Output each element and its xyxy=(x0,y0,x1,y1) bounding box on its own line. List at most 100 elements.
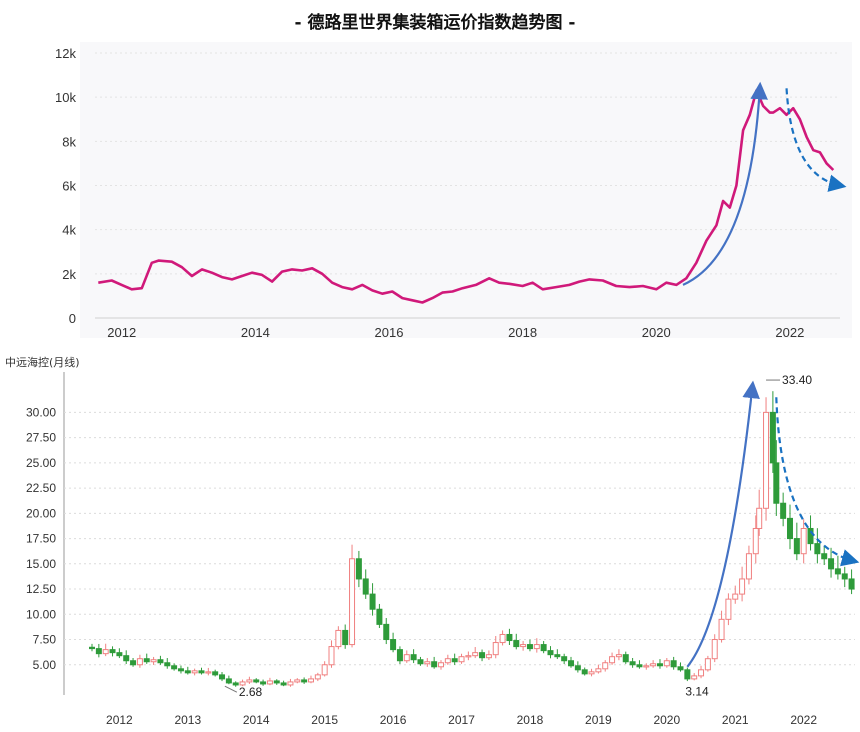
candle-body xyxy=(123,655,130,662)
candle-body xyxy=(807,527,814,545)
candle-body xyxy=(725,598,732,620)
candle-body xyxy=(417,659,424,665)
top-x-tick-label: 2016 xyxy=(375,325,404,340)
candle-body xyxy=(266,680,273,685)
candle-body xyxy=(150,659,157,663)
top-trend-arrow-dashed xyxy=(785,88,847,192)
candle-body xyxy=(704,658,711,671)
candle-body xyxy=(568,660,575,667)
candle-body xyxy=(540,644,547,652)
candle-body xyxy=(814,543,821,555)
bottom-y-tick-label: 30.00 xyxy=(26,405,56,419)
top-series-line xyxy=(98,89,835,304)
candle-body xyxy=(246,679,253,683)
candle-body xyxy=(800,527,807,555)
candle-body xyxy=(769,411,776,464)
bottom-chart-trend-arrows xyxy=(686,380,860,668)
candle-body xyxy=(465,655,472,658)
candle-body xyxy=(670,660,677,668)
candle-body xyxy=(307,678,314,683)
candle-body xyxy=(828,558,835,570)
top-chart-grid: 0 2k 4k 6k 8k 10k 12k 2012 2014 2016 2018 2020 2022 xyxy=(55,46,840,340)
candle-body xyxy=(684,669,691,680)
top-x-tick-label: 2020 xyxy=(642,325,671,340)
candle-body xyxy=(287,681,294,686)
bottom-chart-title: 中远海控(月线) xyxy=(5,355,80,369)
candle-body xyxy=(615,654,622,658)
candle-body xyxy=(513,640,520,648)
candle-body xyxy=(376,608,383,625)
candle-body xyxy=(410,654,417,661)
candle-body xyxy=(253,679,260,683)
candle-body xyxy=(431,661,438,668)
candle-body xyxy=(650,663,657,667)
candle-body xyxy=(595,668,602,673)
candle-body xyxy=(89,646,95,650)
candle-body xyxy=(171,665,178,670)
candle-body xyxy=(691,675,698,680)
candle-body xyxy=(157,659,164,664)
candle-body xyxy=(656,663,663,667)
candle-body xyxy=(342,629,349,646)
candle-body xyxy=(602,662,609,670)
top-x-tick-label: 2018 xyxy=(508,325,537,340)
bottom-y-tick-label: 25.00 xyxy=(26,456,56,470)
top-y-tick-label: 8k xyxy=(62,134,76,149)
candle-body xyxy=(205,671,212,674)
bottom-x-tick-label: 2019 xyxy=(585,713,612,727)
candle-body xyxy=(273,680,280,684)
candle-body xyxy=(136,658,143,666)
bottom-y-tick-label: 12.50 xyxy=(26,582,56,596)
candle-body xyxy=(763,411,770,509)
top-chart-line xyxy=(98,89,835,304)
bottom-y-tick-label: 22.50 xyxy=(26,481,56,495)
candle-body xyxy=(588,671,595,675)
candle-body xyxy=(739,578,746,595)
candle-body xyxy=(609,656,616,664)
bottom-x-tick-label: 2012 xyxy=(106,713,133,727)
candle-body xyxy=(383,623,390,641)
top-x-tick-label: 2012 xyxy=(107,325,136,340)
top-trend-arrow-solid xyxy=(682,81,768,286)
candle-body xyxy=(663,660,670,667)
top-x-tick-label: 2022 xyxy=(775,325,804,340)
candle-body xyxy=(225,678,232,684)
bottom-trend-arrow-dashed xyxy=(775,397,860,567)
candle-body xyxy=(711,639,718,660)
candle-body xyxy=(396,649,403,662)
bottom-trend-arrow-solid xyxy=(686,380,760,668)
candle-body xyxy=(745,553,752,580)
bottom-chart-candles xyxy=(89,391,855,687)
top-y-tick-label: 10k xyxy=(55,90,76,105)
candle-body xyxy=(219,674,226,680)
candle-body xyxy=(479,652,486,659)
candle-body xyxy=(780,502,787,519)
candle-body xyxy=(301,679,308,683)
candle-body xyxy=(444,658,451,664)
candle-body xyxy=(793,538,800,555)
top-y-tick-label: 12k xyxy=(55,46,76,61)
candle-body xyxy=(424,661,431,665)
candle-body xyxy=(403,654,410,662)
candle-body xyxy=(677,666,684,671)
candle-body xyxy=(335,629,342,648)
candle-body xyxy=(561,656,568,662)
candle-body xyxy=(458,656,465,663)
candle-body xyxy=(756,507,763,529)
bottom-chart-grid: 5.00 7.50 10.00 12.50 15.00 17.50 20.00 22.50 25… xyxy=(26,372,855,727)
candle-body xyxy=(547,650,554,656)
top-chart-trend-arrows xyxy=(682,81,847,286)
candle-body xyxy=(390,639,397,651)
candle-body xyxy=(786,517,793,540)
candle-body xyxy=(451,658,458,663)
candle-body xyxy=(821,553,828,560)
candle-body xyxy=(506,633,513,642)
top-y-tick-label: 4k xyxy=(62,223,76,238)
candle-body xyxy=(232,682,239,686)
candle-body xyxy=(355,558,362,580)
candle-body xyxy=(485,654,492,659)
annotation-leader xyxy=(224,685,238,693)
candle-body xyxy=(622,654,629,663)
candle-body xyxy=(718,618,725,641)
